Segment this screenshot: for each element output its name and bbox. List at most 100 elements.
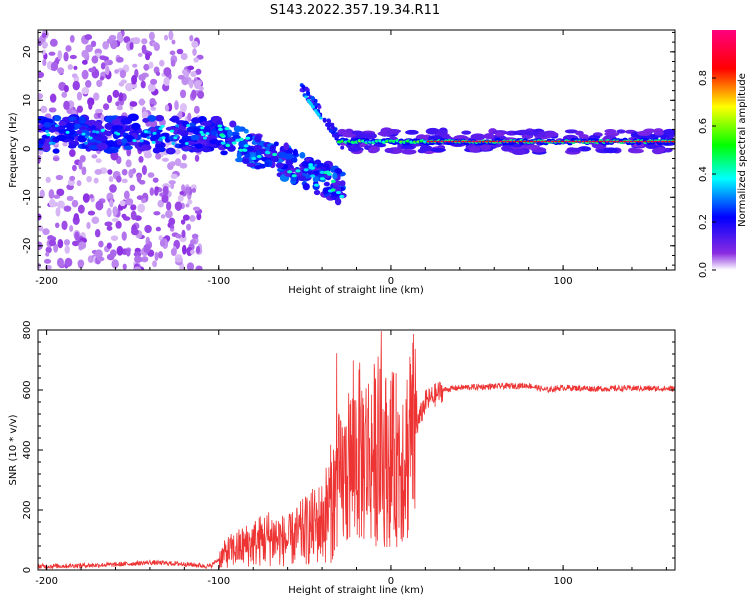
spectrogram-cell (96, 79, 103, 88)
spectrogram-cell (319, 116, 323, 120)
spectrogram-cell (158, 235, 163, 241)
spectrogram-cell (168, 30, 174, 41)
spectrogram-cell (417, 148, 427, 154)
spectrogram-cell (157, 199, 165, 208)
spectrogram-cell (325, 170, 331, 174)
spectrogram-cell (121, 231, 127, 241)
spectrogram-cell (45, 176, 51, 183)
spectrogram-cell (138, 156, 144, 163)
spectrogram-cell (95, 108, 104, 114)
spectrogram-cell (55, 174, 64, 181)
spectrogram-x-tick-label: -100 (207, 276, 230, 287)
spectrogram-cell (176, 129, 183, 135)
spectrogram-cell (91, 130, 96, 134)
spectrogram-cell (253, 144, 262, 151)
spectrogram-cell (229, 120, 237, 128)
spectrogram-cell (65, 130, 70, 134)
spectrogram-cell (62, 142, 68, 147)
spectrogram-cell (136, 195, 144, 200)
spectrogram-cell (299, 88, 304, 93)
spectrogram-cell (61, 91, 68, 98)
spectrogram-cell (109, 199, 114, 208)
spectrogram-cell (334, 197, 342, 206)
spectrogram-cell (119, 200, 126, 207)
colorbar-gradient (712, 30, 736, 270)
spectrogram-cell (90, 125, 97, 131)
spectrogram-cell (116, 31, 123, 42)
spectrogram-cell (171, 142, 176, 146)
spectrogram-cell (96, 256, 105, 262)
spectrogram-cell (192, 48, 197, 56)
spectrogram-cell (217, 124, 223, 128)
spectrogram-cell (283, 142, 290, 151)
spectrogram-cell (77, 134, 88, 143)
spectrogram-cell (69, 175, 76, 181)
spectrogram-cell (164, 34, 169, 41)
spectrogram-cell (236, 151, 242, 159)
spectrogram-cell (118, 92, 124, 102)
spectrogram-cell (48, 51, 56, 56)
spectrogram-cell (304, 95, 308, 99)
spectrogram-y-axis: -20 -10 0 10 20 (22, 31, 675, 266)
spectrogram-cell (129, 184, 136, 192)
spectrogram-cell (133, 266, 142, 270)
spectrogram-cell (90, 40, 97, 48)
spectrogram-cell (575, 130, 584, 136)
spectrogram-cell (38, 71, 45, 79)
spectrogram-cell (335, 190, 341, 195)
spectrogram-cell (45, 246, 52, 254)
spectrogram-cell (190, 134, 200, 141)
spectrogram-cell (655, 146, 666, 152)
spectrogram-cell (69, 149, 76, 157)
spectrogram-cell (78, 116, 86, 124)
spectrogram-cell (215, 120, 224, 127)
spectrogram-cell (191, 89, 197, 100)
spectrogram-cell (196, 212, 202, 221)
spectrogram-cell (136, 173, 142, 183)
spectrogram-cell (168, 180, 176, 185)
spectrogram-cell (45, 251, 50, 257)
spectrogram-cell (192, 206, 201, 212)
spectrogram-cell (130, 210, 137, 221)
spectrogram-cell (86, 175, 92, 183)
spectrogram-cell (637, 130, 651, 136)
spectrogram-cell (48, 126, 56, 133)
spectrogram-cell (110, 235, 119, 241)
spectrogram-cell (99, 76, 105, 81)
spectrogram-cell (71, 73, 78, 79)
spectrogram-cell (141, 165, 147, 176)
spectrogram-cell (191, 233, 199, 239)
spectrogram-cell (187, 112, 192, 122)
spectrogram-cell (58, 129, 66, 134)
spectrogram-cell (106, 38, 113, 44)
spectrogram-cell (88, 136, 93, 140)
spectrogram-cell (85, 44, 94, 53)
spectrogram-cell (334, 168, 343, 175)
spectrogram-cell (178, 110, 183, 120)
spectrogram-cell (304, 86, 309, 91)
spectrogram-cell (205, 132, 210, 136)
spectrogram-cell (603, 147, 618, 154)
snr-x-axis: -200 -100 0 100 (35, 330, 667, 587)
spectrogram-cell (116, 105, 123, 111)
spectrogram-cell (301, 160, 308, 168)
spectrogram-y-tick-label: -10 (22, 189, 33, 205)
spectrogram-cell (326, 126, 331, 131)
spectrogram-cell (94, 168, 103, 175)
spectrogram-cell (308, 165, 314, 169)
spectrogram-cell (401, 149, 417, 155)
spectrogram-cell (315, 111, 319, 115)
spectrogram-cell (93, 177, 99, 184)
spectrogram-cell (149, 97, 156, 105)
spectrogram-cell (175, 233, 182, 239)
spectrogram-cell (38, 263, 42, 269)
spectrogram-cell (192, 127, 202, 135)
spectrogram-cell (524, 144, 541, 150)
spectrogram-cell (76, 180, 82, 187)
spectrogram-cell (151, 140, 156, 144)
spectrogram-cell (81, 49, 89, 58)
snr-y-tick-label: 200 (22, 500, 33, 519)
spectrogram-cell (195, 265, 203, 270)
spectrogram-cell (152, 147, 161, 154)
